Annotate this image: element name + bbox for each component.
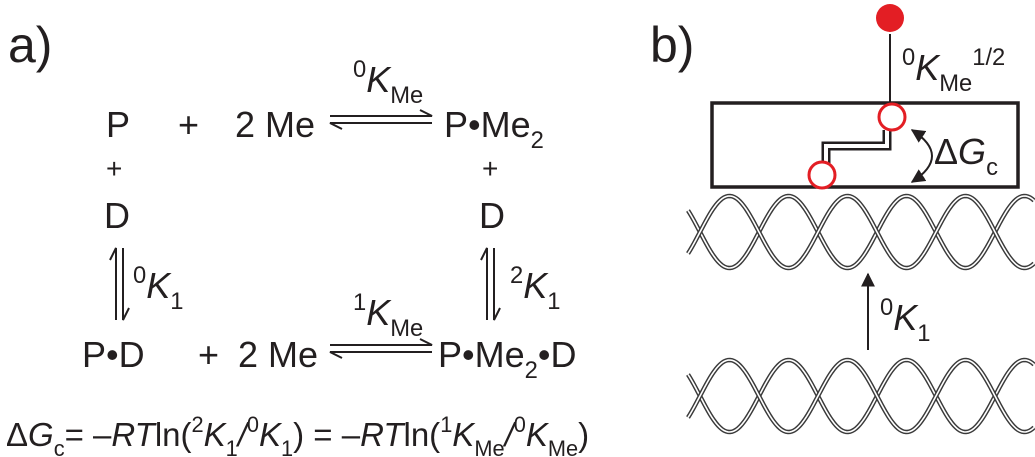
rate-constant: 2K1 (510, 262, 560, 315)
subscript: 1 (917, 320, 930, 347)
bottom-row: P•D + 2 Me P•Me2•D (82, 334, 576, 384)
species: D (479, 195, 505, 236)
subscript: 1 (170, 288, 183, 315)
up-arrow (110, 248, 116, 320)
eq-part: ln( (404, 416, 441, 453)
subscript: Me (390, 82, 423, 109)
subscript: 2 (531, 127, 544, 154)
symbol: K (893, 297, 919, 338)
superscript: 0 (133, 262, 146, 289)
eq-part: c (54, 436, 65, 457)
eq-part: Δ (6, 416, 28, 453)
eq-part: 1 (281, 436, 293, 457)
down-arrow (494, 248, 500, 320)
species: D (104, 195, 130, 236)
eq-part: Me (474, 436, 504, 457)
product: P•Me (438, 334, 525, 375)
forward-arrow (330, 110, 432, 116)
panel-label: b) (650, 17, 694, 73)
superscript: 0 (880, 294, 893, 321)
superscript: 0 (353, 56, 366, 83)
plus: + (482, 153, 498, 184)
eq-part: RT (360, 416, 406, 453)
eq-part: 1 (226, 436, 238, 457)
subscript: Me (939, 70, 972, 97)
eq-part: = – (65, 416, 112, 453)
down-arrow (123, 248, 129, 320)
reagent: 2 Me (238, 334, 318, 375)
figure: a) P + 2 Me P•Me2 0KMe + D + D 0K1 2K1 1… (0, 0, 1035, 457)
product-tail: •D (538, 334, 577, 375)
eq-part: Me (548, 436, 578, 457)
reverse-arrow (330, 352, 432, 358)
superscript: 1/2 (972, 44, 1005, 71)
product: P•Me (444, 104, 531, 145)
equation: ΔGc= –RTln(2K1/0K1) = –RTln(1KMe/0KMe) (6, 412, 589, 457)
site (809, 162, 835, 188)
symbol: K (366, 59, 392, 100)
plus: + (198, 334, 219, 375)
symbol: K (523, 265, 549, 306)
up-arrow (481, 248, 487, 320)
delta: Δ (934, 131, 958, 172)
superscript: 0 (902, 44, 915, 71)
symbol: K (366, 292, 392, 333)
eq-part: 2 (192, 412, 204, 437)
eq-part: ) (578, 416, 589, 453)
rate-constant: 0K1 (880, 294, 930, 347)
top-row: P + 2 Me P•Me2 (106, 104, 544, 154)
superscript: 1 (353, 289, 366, 316)
eq-part: G (28, 416, 54, 453)
symbol: K (146, 265, 172, 306)
eq-part: K (452, 416, 476, 453)
subscript: 1 (547, 288, 560, 315)
eq-part: K (526, 416, 550, 453)
species: P (106, 104, 129, 145)
eq-part: K (259, 416, 283, 453)
ligand (876, 4, 904, 32)
eq-part: ) = – (293, 416, 361, 453)
eq-part: 0 (247, 412, 259, 437)
subscript: c (986, 154, 998, 181)
eq-part: 1 (440, 412, 452, 437)
page: { "panel_a": { "label": "a)", "top_row":… (0, 0, 1035, 457)
symbol: K (915, 47, 941, 88)
rate-constant: 0KMe1/2 (902, 44, 1005, 97)
eq-part: ln( (155, 416, 192, 453)
symbol: G (958, 131, 986, 172)
plus: + (178, 104, 199, 145)
subscript: Me (390, 315, 423, 342)
subscript: 2 (525, 357, 538, 384)
plus: + (106, 153, 122, 184)
superscript: 2 (510, 262, 523, 289)
panel-label: a) (8, 17, 52, 73)
dna-helices (688, 196, 1034, 432)
site (879, 104, 905, 130)
rate-constant: 1KMe (353, 289, 423, 342)
reagent: 2 Me (235, 104, 315, 145)
species: P•D (82, 334, 145, 375)
rate-constant: 0KMe (353, 56, 423, 109)
reverse-arrow (330, 123, 432, 129)
eq-part: K (204, 416, 228, 453)
eq-part: RT (111, 416, 157, 453)
rate-constant: 0K1 (133, 262, 183, 315)
eq-part: 0 (514, 412, 526, 437)
